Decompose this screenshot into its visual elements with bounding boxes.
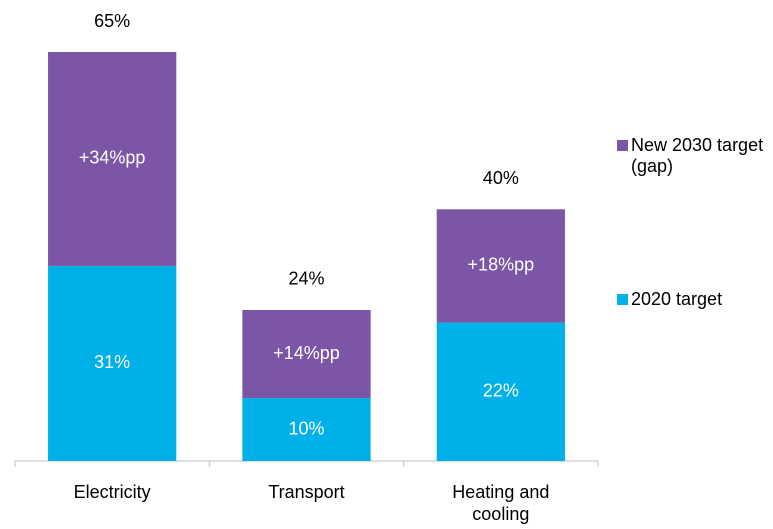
bar-segment xyxy=(436,209,565,323)
total-label: 65% xyxy=(94,11,130,31)
data-label: 10% xyxy=(288,418,324,438)
legend-swatch xyxy=(617,140,628,151)
data-label: 31% xyxy=(94,352,130,372)
total-label: 24% xyxy=(288,269,324,289)
x-tick-label: Heating and cooling xyxy=(452,482,550,524)
data-label: +14%pp xyxy=(273,343,340,363)
data-label: 22% xyxy=(483,381,519,401)
x-tick-label: Electricity xyxy=(73,482,151,502)
legend-label: 2020 target xyxy=(631,289,723,309)
data-label: +18%pp xyxy=(468,255,535,275)
legend-swatch xyxy=(617,294,628,305)
total-label: 40% xyxy=(483,168,519,188)
legend-label: New 2030 target (gap) xyxy=(631,135,764,176)
bar-segment xyxy=(242,309,371,399)
bar-segment xyxy=(48,52,177,266)
data-label: +34%pp xyxy=(79,148,146,168)
x-tick-label: Transport xyxy=(268,482,345,502)
bar-segment xyxy=(436,322,565,461)
bar-segment xyxy=(48,265,177,461)
bar-segment xyxy=(242,398,371,461)
